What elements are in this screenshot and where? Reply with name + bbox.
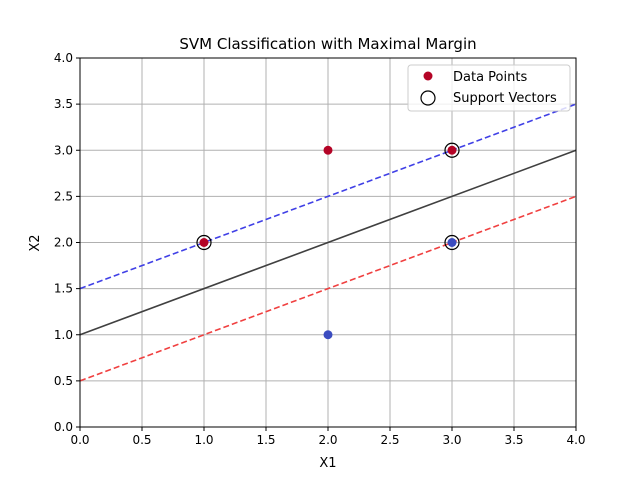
y-tick-label: 2.5 xyxy=(54,189,73,203)
x-axis-label: X1 xyxy=(319,456,336,471)
y-tick-label: 2.0 xyxy=(54,236,73,250)
legend: Data Points Support Vectors xyxy=(407,64,571,112)
x-tick-label: 3.5 xyxy=(504,433,523,447)
x-tick-label: 4.0 xyxy=(566,433,585,447)
support-vector-marker xyxy=(196,234,212,251)
x-tick-label: 1.5 xyxy=(256,433,275,447)
data-points xyxy=(199,145,457,340)
y-tick-label: 3.0 xyxy=(54,143,73,157)
support-vector-marker xyxy=(444,142,460,158)
hyperplane-lines xyxy=(79,103,577,382)
x-tick-label: 0.5 xyxy=(132,433,151,447)
y-axis-label: X2 xyxy=(28,234,43,251)
y-axis-ticks: 0.0 0.5 1.0 1.5 2.0 2.5 3.0 3.5 4.0 xyxy=(54,51,80,434)
legend-data-points-label: Data Points xyxy=(453,70,527,85)
legend-support-vectors-marker xyxy=(420,90,436,106)
y-tick-label: 3.5 xyxy=(54,97,73,111)
decision-boundary-line xyxy=(79,149,577,336)
x-tick-label: 2.0 xyxy=(318,433,337,447)
y-tick-label: 4.0 xyxy=(54,51,73,65)
y-tick-label: 0.0 xyxy=(54,420,73,434)
x-tick-label: 3.0 xyxy=(442,433,461,447)
chart-title: SVM Classification with Maximal Margin xyxy=(179,35,476,53)
x-tick-label: 2.5 xyxy=(380,433,399,447)
support-vector-marker xyxy=(444,234,460,251)
y-tick-label: 1.5 xyxy=(54,282,73,296)
data-point xyxy=(323,330,333,340)
legend-box xyxy=(407,64,571,112)
margin-upper-line xyxy=(79,103,577,290)
data-point xyxy=(447,238,457,247)
y-tick-label: 0.5 xyxy=(54,374,73,388)
data-point xyxy=(447,145,457,155)
x-axis-ticks: 0.0 0.5 1.0 1.5 2.0 2.5 3.0 3.5 4.0 xyxy=(70,427,586,447)
legend-data-points-marker xyxy=(423,71,433,81)
legend-support-vectors-label: Support Vectors xyxy=(453,91,557,106)
x-tick-label: 1.0 xyxy=(194,433,213,447)
margin-lower-line xyxy=(79,195,577,382)
x-tick-label: 0.0 xyxy=(70,433,89,447)
data-point xyxy=(199,238,209,247)
y-tick-label: 1.0 xyxy=(54,328,73,342)
support-vector-markers xyxy=(196,142,460,251)
data-point xyxy=(323,145,333,155)
